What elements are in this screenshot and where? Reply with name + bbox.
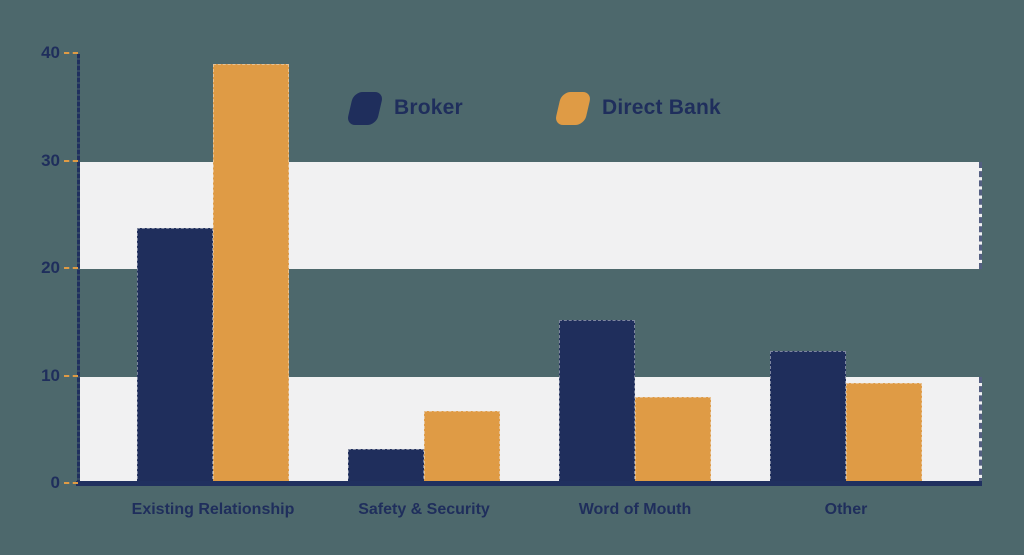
legend-label-direct-bank: Direct Bank [602,96,721,119]
legend-item-broker: Broker [346,90,463,126]
bar-direct-bank-word-of-mouth [635,396,711,484]
y-tick-40 [64,52,78,54]
legend-swatch-direct-bank [554,91,592,125]
x-label-safety-security: Safety & Security [358,501,490,518]
legend-item-direct-bank: Direct Bank [554,90,721,126]
y-tick-label-30: 30 [41,150,60,170]
legend-label-broker: Broker [394,96,463,119]
legend: Broker Direct Bank [0,90,1024,126]
y-tick-label-0: 0 [50,473,60,492]
bar-broker-other [770,350,846,484]
bar-broker-safety-security [348,448,424,484]
bar-direct-bank-other [846,382,922,484]
bar-direct-bank-safety-security [424,410,500,484]
bar-broker-word-of-mouth [559,319,635,484]
legend-swatch-broker [346,91,384,125]
y-tick-label-40: 40 [41,43,60,62]
plot-area [80,54,982,484]
x-label-other: Other [824,501,868,518]
x-axis-line [76,481,982,486]
y-tick-0 [64,482,78,484]
bar-direct-bank-existing-relationship [213,63,289,484]
y-tick-label-10: 10 [41,365,60,385]
x-label-existing-relationship: Existing Relationship [131,501,295,518]
x-label-word-of-mouth: Word of Mouth [578,501,692,518]
y-tick-20 [64,267,78,269]
y-tick-label-20: 20 [41,258,60,277]
y-axis-line [77,54,80,483]
y-tick-10 [64,374,78,377]
y-tick-30 [64,159,78,162]
bar-broker-existing-relationship [137,228,213,484]
